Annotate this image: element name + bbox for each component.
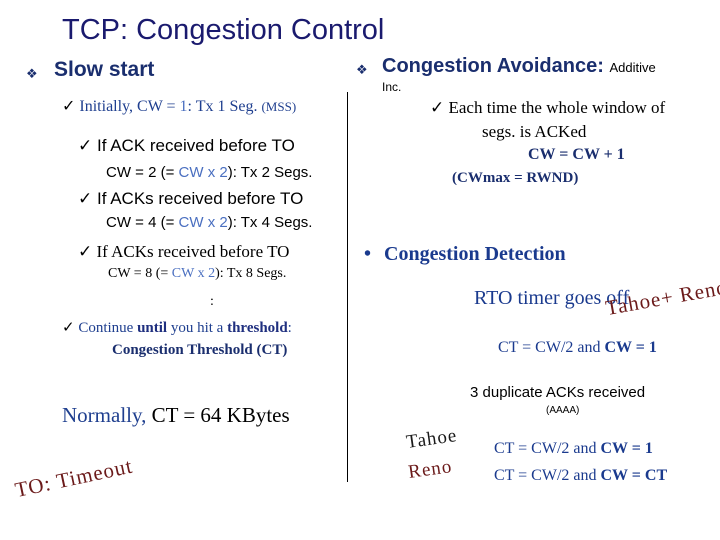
cw8-pre: CW = 8 (= [108,266,172,281]
initially-line: ✓ Initially, CW = 1: Tx 1 Seg. (MSS) [62,96,296,116]
cw8-blue: CW x 2 [171,266,216,281]
rto-rule-pre: CT = CW/2 and [498,339,605,356]
cw4-pre: CW = 4 (= [106,214,179,231]
continue-line: ✓ Continue until you hit a threshold: [62,318,292,337]
cwmax-rwnd: (CWmax = RWND) [452,170,579,186]
diamond-bullet-icon: ❖ [26,66,38,81]
tahoe-rule-bold: CW = 1 [600,440,653,457]
ack-text-1: If ACK received before TO [96,136,295,155]
rto-rule: CT = CW/2 and CW = 1 [498,339,657,357]
cw2-line: CW = 2 (= CW x 2): Tx 2 Segs. [106,164,312,181]
check-icon: ✓ [430,98,445,118]
column-divider [347,92,348,482]
continue-until: until [137,320,168,336]
congestion-avoidance-heading: Congestion Avoidance: Additive [382,55,656,78]
continue-post: : [287,320,292,336]
ack-line-1: ✓ If ACK received before TO [78,136,295,156]
cw4-blue: CW x 2 [178,214,228,231]
three-dup-acks: 3 duplicate ACKs received [470,384,646,401]
initially-text: Initially, CW = [79,98,180,115]
check-icon: ✓ [78,189,93,209]
continue-mid: you hit a [167,320,228,336]
tahoe-rule: CT = CW/2 and CW = 1 [494,440,653,458]
cw-plus-one: CW = CW + 1 [528,146,625,163]
normally-pre: Normally, [62,403,152,427]
normally-post: CT = 64 KBytes [151,403,290,427]
normally-line: Normally, CT = 64 KBytes [62,403,290,428]
cw2-post: ): Tx 2 Segs. [227,164,313,181]
diamond-bullet-icon: ❖ [356,62,368,77]
reno-label: Reno [406,456,454,484]
cw8-line: CW = 8 (= CW x 2): Tx 8 Segs. [108,266,286,282]
reno-rule-bold: CW = CT [600,467,668,484]
tahoe-reno-label: Tahoe+ Reno [603,274,720,321]
initially-text-post: : Tx 1 Seg. [187,98,262,115]
cd-title: Congestion Detection [384,243,566,265]
timeout-label: TO: Timeout [12,453,135,503]
tahoe-label: Tahoe [404,425,459,454]
reno-rule-pre: CT = CW/2 and [494,467,601,484]
aaaa-label: (AAAA) [546,405,580,416]
check-icon: ✓ [62,318,75,336]
check-icon: ✓ [78,136,93,156]
check-icon: ✓ [78,242,93,262]
congestion-threshold-label: Congestion Threshold (CT) [112,342,288,358]
tahoe-rule-pre: CT = CW/2 and [494,440,601,457]
ca-inc: Inc. [382,80,402,94]
cw2-pre: CW = 2 (= [106,164,179,181]
slide-title: TCP: Congestion Control [62,14,385,46]
cw4-line: CW = 4 (= CW x 2): Tx 4 Segs. [106,214,312,231]
cw4-post: ): Tx 4 Segs. [227,214,313,231]
continue-threshold: threshold [227,320,288,336]
ca-title: Congestion Avoidance: [382,55,604,77]
cw8-post: ): Tx 8 Segs. [215,266,287,281]
congestion-detection-heading: • Congestion Detection [364,243,566,266]
each-time-line-2: segs. is ACKed [482,122,587,141]
rto-line: RTO timer goes off [474,287,630,309]
reno-rule: CT = CW/2 and CW = CT [494,467,667,485]
mss-label: (MSS) [261,99,297,114]
ellipsis-colon: : [210,294,214,309]
ack-line-2: ✓ If ACKs received before TO [78,189,303,209]
rto-rule-bold: CW = 1 [604,339,657,356]
ack-line-3: ✓ If ACKs received before TO [78,242,289,262]
ack-text-2: If ACKs received before TO [96,189,304,208]
each-time-text-1: Each time the whole window of [448,98,666,117]
check-icon: ✓ [62,96,76,115]
slow-start-heading: Slow start [54,58,155,81]
cw2-blue: CW x 2 [178,164,228,181]
ack-text-3: If ACKs received before TO [96,242,290,261]
each-time-line-1: ✓ Each time the whole window of [430,98,665,118]
round-bullet-icon: • [364,243,372,265]
continue-pre: Continue [78,320,138,336]
initially-one: 1 [179,98,188,115]
ca-additive: Additive [609,60,656,75]
